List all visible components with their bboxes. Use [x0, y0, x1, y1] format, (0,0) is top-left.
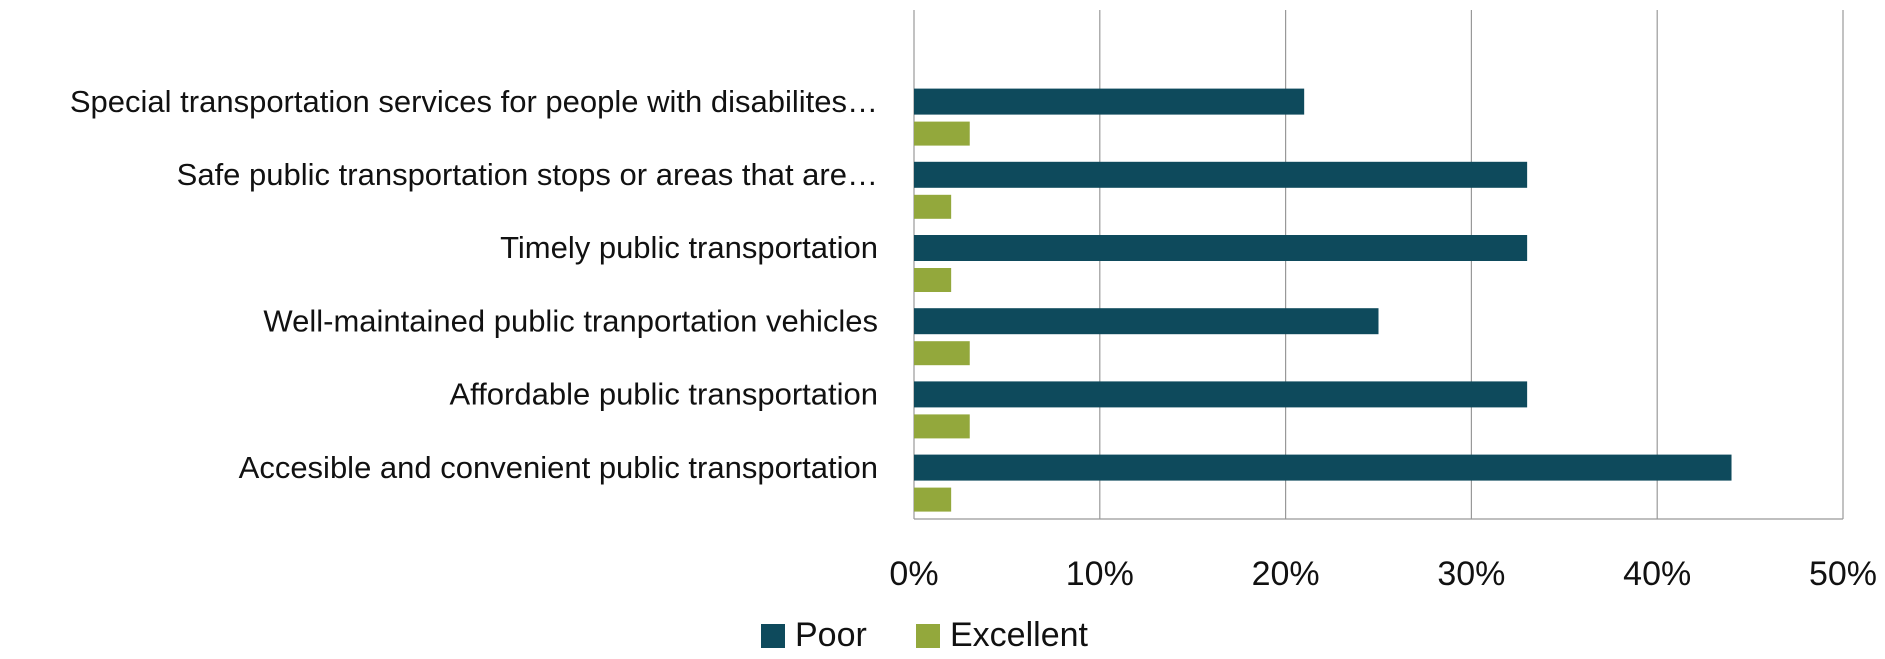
y-tick-label: Accesible and convenient public transpor… — [239, 450, 878, 485]
y-tick-label: Well-maintained public tranportation veh… — [263, 303, 878, 338]
bar — [914, 414, 970, 439]
bar — [914, 235, 1528, 261]
x-tick-label: 50% — [1809, 555, 1877, 593]
x-tick-label: 10% — [1066, 555, 1134, 593]
y-tick-label: Affordable public transportation — [449, 377, 878, 412]
x-tick-label: 20% — [1252, 555, 1320, 593]
bar — [914, 454, 1732, 481]
x-tick-label: 30% — [1437, 555, 1505, 593]
legend-label: Excellent — [950, 616, 1089, 654]
y-tick-label: Safe public transportation stops or area… — [177, 157, 878, 192]
legend-label: Poor — [795, 616, 867, 654]
x-tick-label: 40% — [1623, 555, 1691, 593]
bar — [914, 308, 1379, 335]
legend-swatch — [761, 624, 785, 648]
legend-swatch — [916, 624, 940, 648]
bar — [914, 121, 970, 146]
x-tick-label: 0% — [889, 555, 938, 593]
bar — [914, 161, 1528, 188]
bar — [914, 88, 1305, 115]
bar — [914, 194, 952, 219]
y-tick-label: Timely public transportation — [500, 230, 878, 265]
y-tick-label: Special transportation services for peop… — [70, 84, 878, 119]
bar — [914, 381, 1528, 408]
bar — [914, 341, 970, 366]
bar — [914, 487, 952, 512]
bar — [914, 268, 952, 292]
